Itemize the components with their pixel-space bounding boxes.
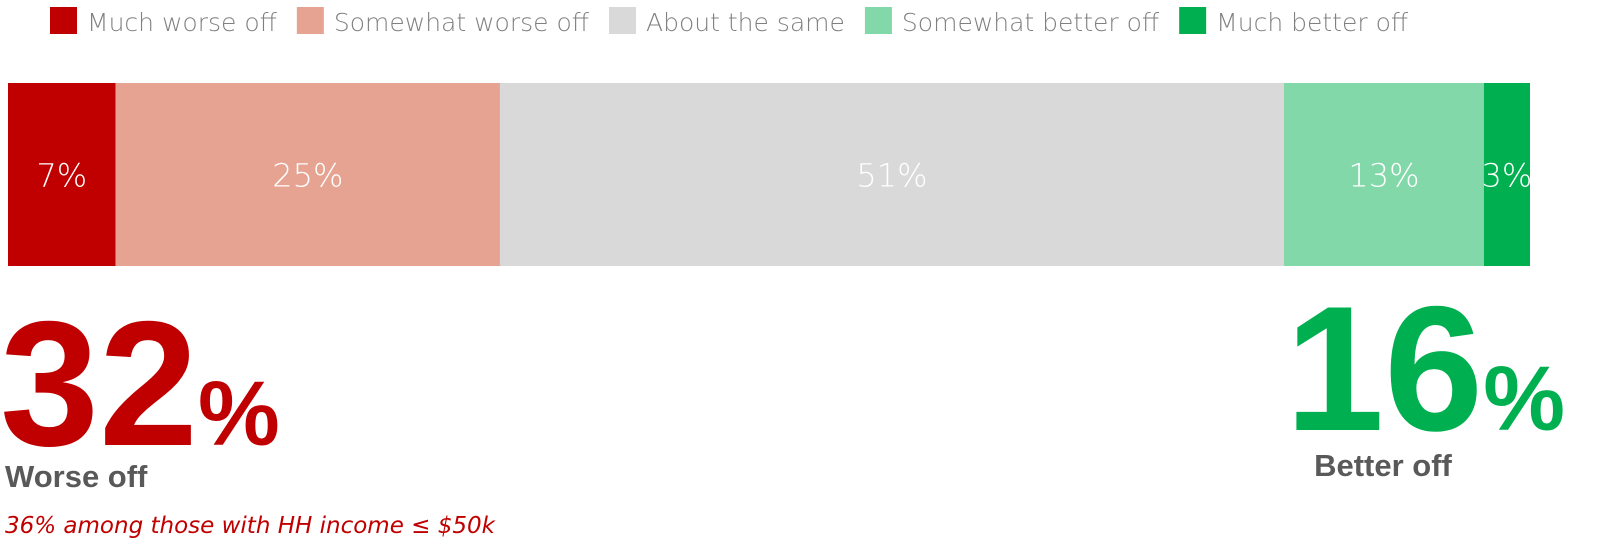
legend-label: Somewhat worse off [334, 8, 590, 37]
worse-number: 32 [0, 284, 198, 483]
legend-label: Much worse off [87, 8, 278, 37]
better-label: Better off [1314, 448, 1452, 483]
worse-annotation: 32% [0, 284, 280, 483]
segment-label: 13% [1348, 157, 1419, 195]
bar-segment [8, 83, 116, 266]
legend-swatch [296, 7, 324, 34]
legend-swatch [1179, 7, 1207, 34]
legend-label: Much better off [1216, 8, 1409, 37]
legend-label: About the same [646, 8, 845, 37]
legend-swatch [50, 7, 77, 34]
better-number: 16 [1285, 269, 1483, 468]
bar-segment [1284, 83, 1484, 266]
segment-label: 3% [1482, 157, 1533, 195]
segment-label: 51% [856, 157, 927, 195]
better-unit: % [1483, 348, 1565, 450]
worse-unit: % [198, 363, 280, 465]
legend-label: Somewhat better off [902, 8, 1160, 37]
better-annotation: 16% [1285, 269, 1565, 468]
worse-label: Worse off [5, 459, 148, 494]
bar-segment [115, 83, 500, 266]
legend-swatch [864, 7, 892, 34]
bar-segment [1483, 83, 1530, 266]
legend-swatch [609, 7, 636, 34]
note: 36% among those with HH income ≤ $50k [5, 513, 497, 539]
segment-label: 7% [36, 157, 87, 195]
segment-label: 25% [272, 157, 343, 195]
bar-segment [499, 83, 1285, 266]
